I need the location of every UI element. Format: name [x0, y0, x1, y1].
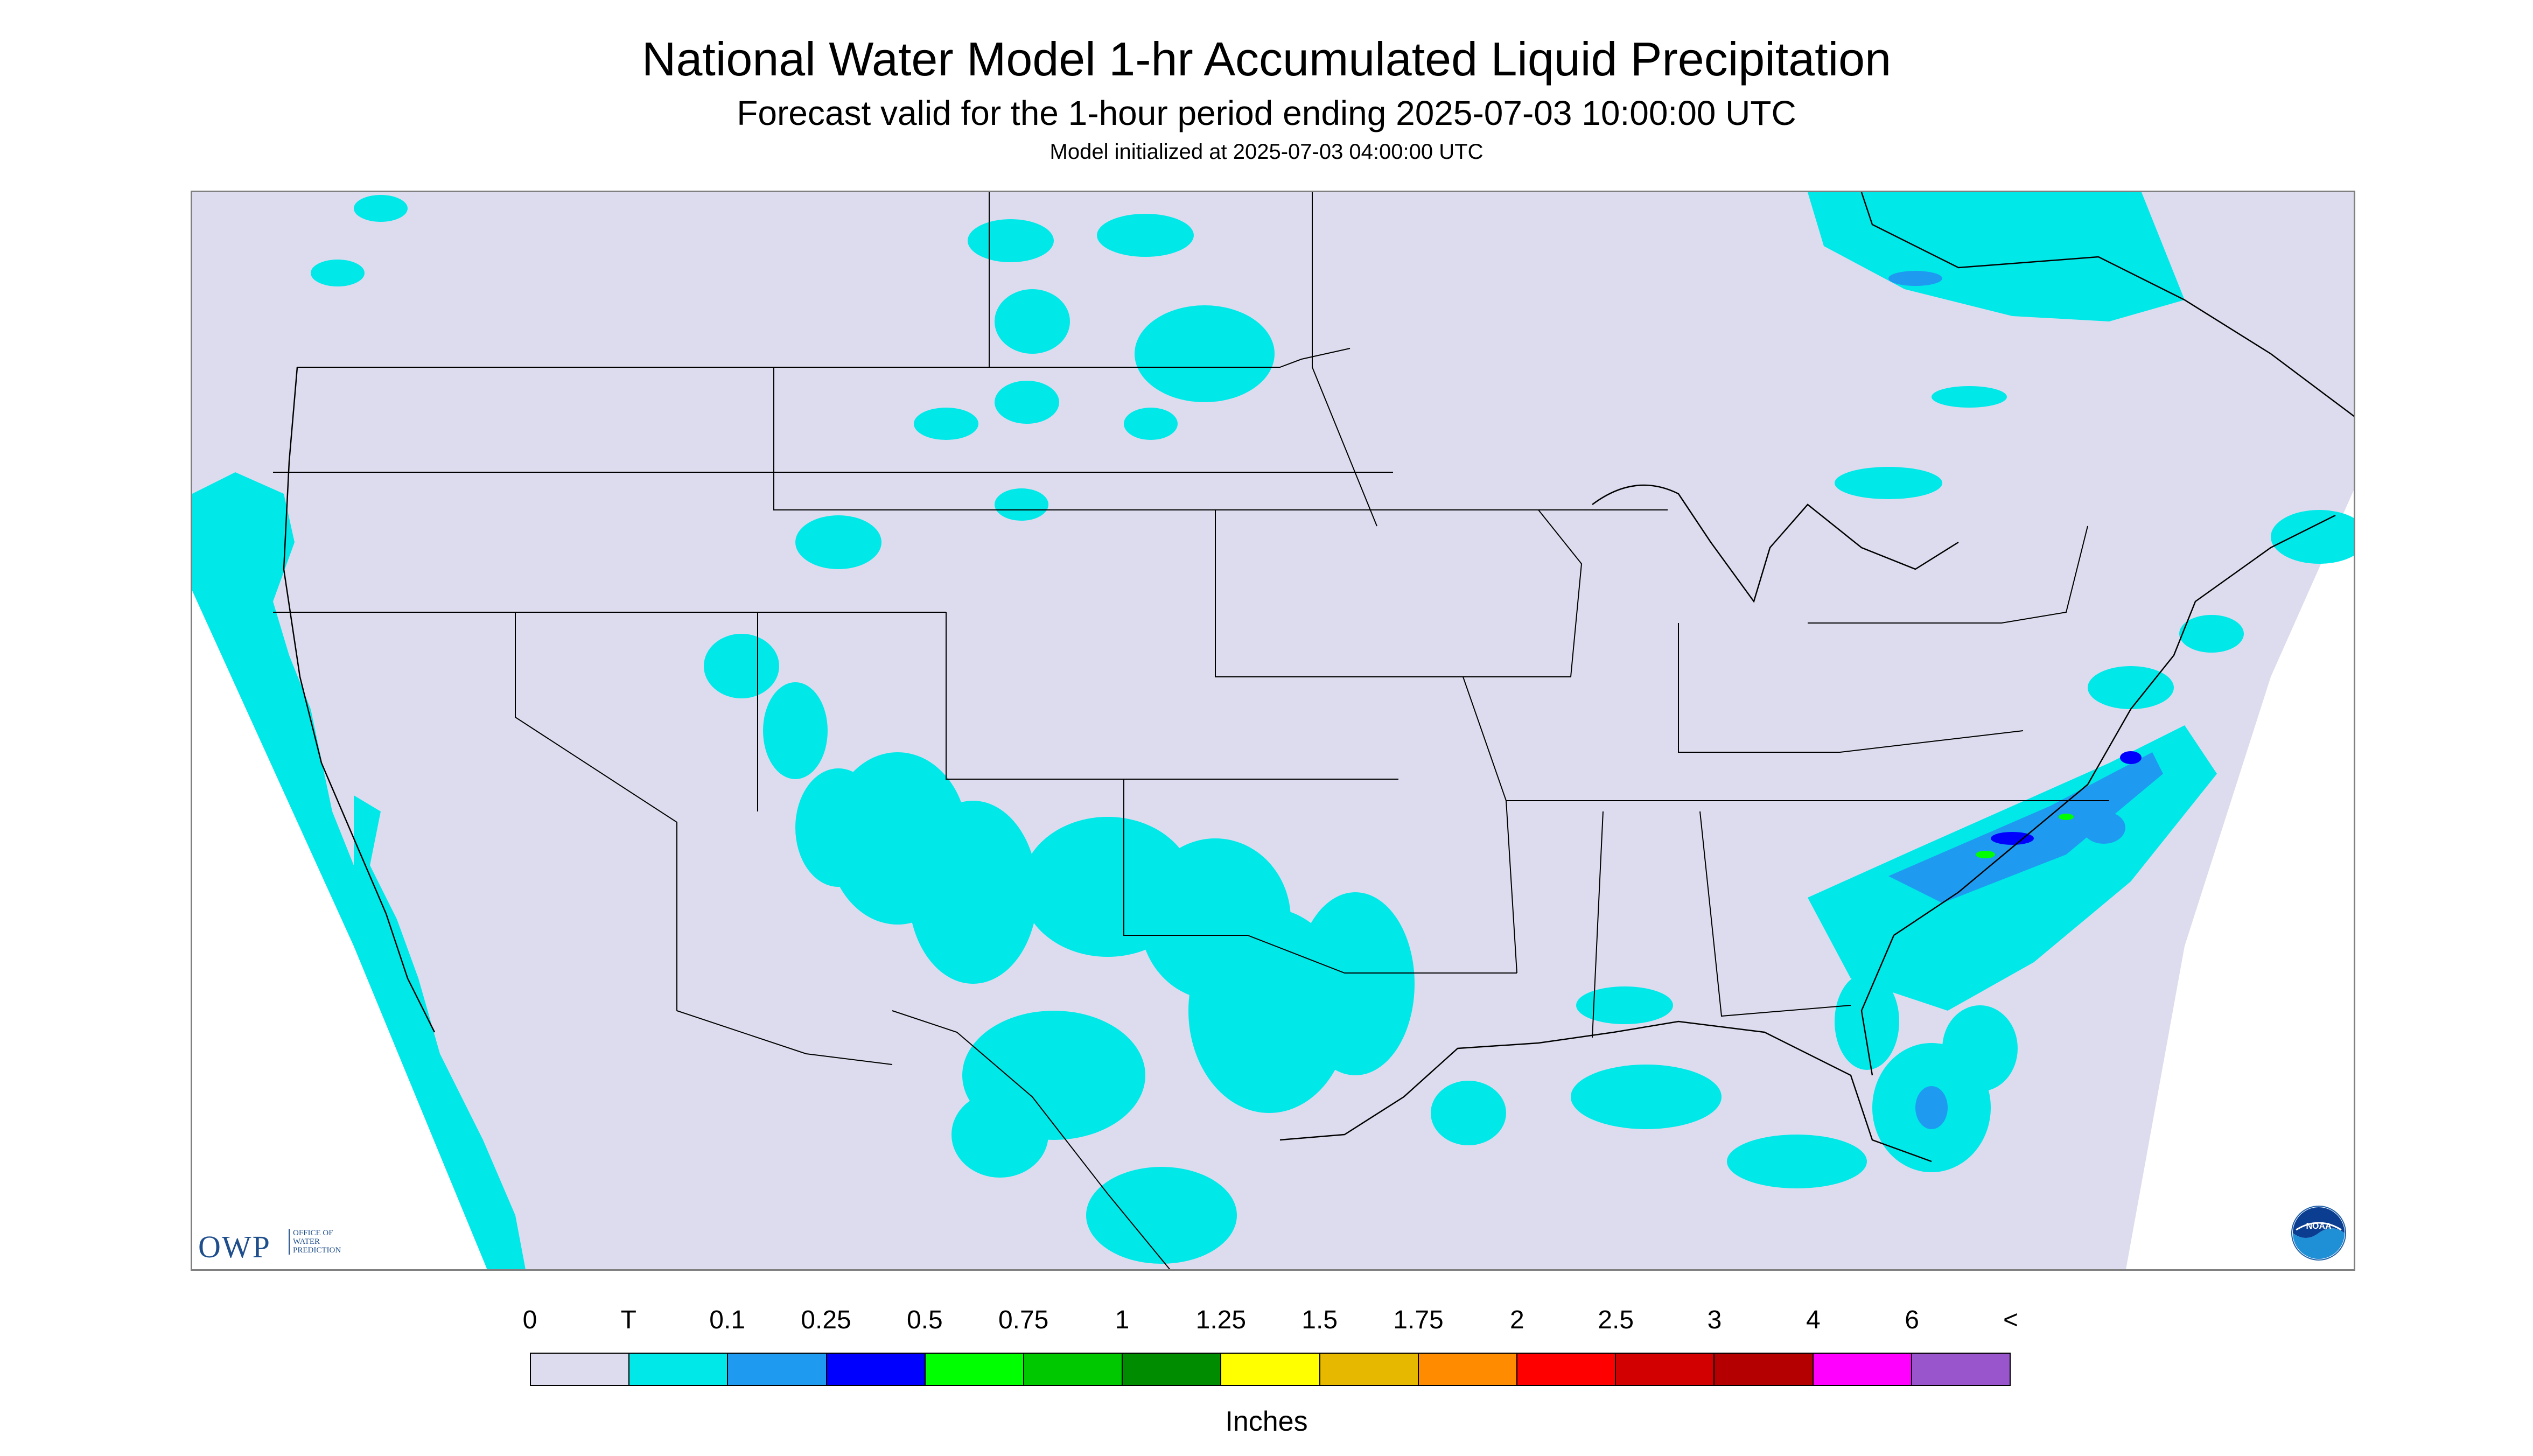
precip-southeast-light [1888, 752, 2163, 1129]
legend-swatch [531, 1354, 630, 1385]
noaa-logo-text: NOAA [2306, 1222, 2332, 1231]
map-subtitle: Forecast valid for the 1-hour period end… [737, 94, 1796, 132]
state-borders [273, 192, 2109, 1269]
legend-label: 0 [522, 1306, 537, 1334]
precip-quebec-light [1888, 271, 1942, 286]
owp-logo: OWP OFFICE OF WATER PREDICTION [198, 1226, 370, 1264]
owp-sub-line-3: PREDICTION [293, 1246, 341, 1255]
legend-label: 2.5 [1598, 1306, 1634, 1334]
map-title: National Water Model 1-hr Accumulated Li… [641, 32, 1892, 86]
legend-labels: 0 T 0.1 0.25 0.5 0.75 1 1.25 1.5 1.75 2 2.5 3 4 6 < [0, 1307, 2533, 1340]
legend-label: 0.1 [709, 1306, 746, 1334]
legend-swatch [1320, 1354, 1419, 1385]
legend-swatch [1616, 1354, 1715, 1385]
precip-quebec [1808, 192, 2354, 564]
model-init-time: Model initialized at 2025-07-03 04:00:00… [1049, 140, 1484, 164]
legend-label: 4 [1806, 1306, 1821, 1334]
legend-swatch [1517, 1354, 1617, 1385]
legend-units: Inches [1225, 1406, 1308, 1437]
legend-swatch [728, 1354, 827, 1385]
legend-label: 2 [1509, 1306, 1524, 1334]
legend-label: < [2003, 1306, 2019, 1334]
legend-label: T [620, 1306, 636, 1334]
precip-pacific-2 [354, 795, 526, 1269]
legend-swatch [1912, 1354, 2010, 1385]
legend-label: 1.75 [1393, 1306, 1444, 1334]
legend-colorbar [530, 1353, 2011, 1386]
legend-swatch [1221, 1354, 1320, 1385]
precip-north-plains [311, 195, 1275, 569]
legend-label: 1.5 [1302, 1306, 1338, 1334]
owp-sub-line-1: OFFICE OF [293, 1229, 333, 1237]
legend-swatch [925, 1354, 1025, 1385]
legend-label: 6 [1905, 1306, 1920, 1334]
legend-label: 0.25 [801, 1306, 851, 1334]
legend-swatch [1715, 1354, 1814, 1385]
legend-swatch [827, 1354, 926, 1385]
owp-logo-subtext: OFFICE OF WATER PREDICTION [289, 1229, 341, 1255]
legend-label: 3 [1707, 1306, 1722, 1334]
legend-label: 0.75 [998, 1306, 1049, 1334]
legend-swatch [1813, 1354, 1912, 1385]
legend-swatch [629, 1354, 729, 1385]
precip-southeast-heavy [1991, 751, 2142, 845]
legend-swatch [1123, 1354, 1222, 1385]
precip-southeast-green [1976, 814, 2074, 858]
precip-southwest [704, 634, 1506, 1264]
legend-swatch [1418, 1354, 1518, 1385]
precipitation-map[interactable] [191, 191, 2355, 1271]
owp-logo-text: OWP [198, 1229, 271, 1264]
legend-label: 1.25 [1195, 1306, 1247, 1334]
coastlines [283, 192, 2354, 1163]
owp-sub-line-2: WATER [293, 1237, 320, 1246]
legend-swatch [1024, 1354, 1123, 1385]
map-canvas [192, 192, 2354, 1269]
legend-label: 1 [1115, 1306, 1130, 1334]
model-domain [192, 192, 2354, 1269]
legend-label: 0.5 [906, 1306, 943, 1334]
noaa-logo: NOAA [2291, 1206, 2346, 1261]
